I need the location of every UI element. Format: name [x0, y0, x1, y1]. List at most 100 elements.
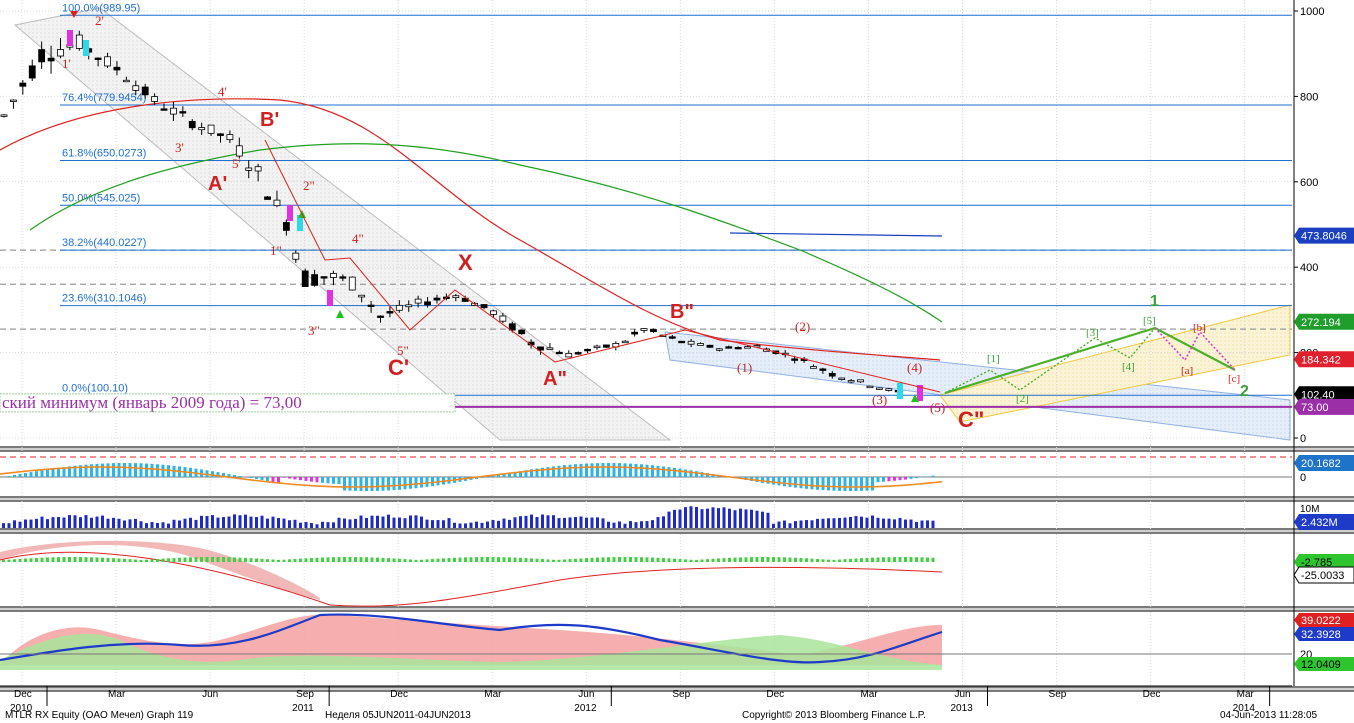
volume-bar: [601, 518, 605, 528]
oscillator-1-panel: 0 20.1682: [0, 455, 1354, 491]
dmi-badge-label: 32.3928: [1301, 629, 1341, 641]
candle-body: [57, 49, 64, 57]
volume-bar: [167, 523, 170, 528]
osc1-bar: [909, 477, 913, 479]
volume-bar: [40, 516, 44, 528]
signal-marker: [897, 383, 903, 399]
osc1-bar: [882, 477, 885, 482]
osc1-badge-label: 20.1682: [1301, 458, 1341, 470]
volume-bar: [128, 519, 132, 528]
volume-bar: [447, 518, 451, 528]
candle-body: [386, 311, 394, 314]
support-label-box: [0, 393, 456, 413]
price-badge: [1294, 227, 1354, 244]
chart-title: MTLR RX Equity (OAO Мечел) Graph 119: [5, 710, 194, 721]
osc1-bar: [348, 477, 352, 491]
volume-bar: [194, 519, 198, 528]
osc1-bar: [788, 477, 792, 487]
candle-body: [94, 57, 102, 60]
volume-bar: [909, 519, 913, 528]
osc2-bar: [865, 557, 869, 562]
osc1-bar: [84, 464, 88, 477]
time-axis: Dec 2010 Mar Jun Sep 2011 Dec Mar Jun 2012 Sep Dec M…: [0, 685, 1292, 714]
candle-body: [452, 295, 460, 299]
osc2-bar: [62, 557, 66, 562]
candle-body: [348, 276, 356, 291]
price-badge: [1294, 313, 1354, 330]
volume-bar: [821, 518, 825, 528]
osc2-bar: [854, 558, 858, 562]
candle-body: [151, 96, 159, 102]
time-label: Dec: [1143, 689, 1161, 700]
osc2-bar: [849, 558, 852, 562]
volume-bar: [772, 523, 775, 528]
candle-body: [819, 368, 827, 371]
candle-body: [857, 379, 864, 383]
osc1-bar: [519, 471, 522, 477]
osc1-bar: [612, 463, 616, 477]
osc2-bar: [469, 557, 473, 562]
osc2-bar: [458, 557, 462, 562]
timestamp: 04-Jun-2013 11:28:05: [1220, 710, 1318, 721]
volume-bar: [744, 509, 748, 528]
axis-tick-label: 1000: [1300, 6, 1324, 18]
candle-body: [198, 127, 206, 131]
osc2-bar: [535, 558, 539, 562]
osc1-bar: [502, 473, 506, 477]
candle-body: [875, 387, 883, 390]
volume-bar: [134, 518, 137, 528]
osc1-bar: [623, 463, 627, 477]
osc1-bar: [46, 469, 49, 477]
osc1-bar: [887, 477, 891, 482]
volume-bar: [112, 517, 115, 528]
osc2-bar: [832, 559, 836, 562]
osc1-bar: [480, 477, 484, 478]
fib-label: 76.4%(779.9454): [62, 92, 146, 104]
footer: MTLR RX Equity (OAO Мечел) Graph 119 Нед…: [5, 710, 1318, 721]
volume-bar: [35, 518, 38, 528]
osc1-bar: [282, 477, 286, 478]
osc1-bar: [667, 467, 671, 477]
osc2-bar: [134, 559, 137, 562]
candle-body: [282, 222, 290, 231]
volume-bar: [843, 517, 847, 528]
osc1-bar: [326, 477, 330, 484]
candle-body: [753, 345, 761, 348]
osc2-bar: [502, 557, 506, 562]
volume-bar: [519, 516, 522, 528]
volume-bar: [508, 519, 511, 528]
price-badge-label: 73.00: [1301, 402, 1329, 414]
volume-bar: [728, 508, 731, 528]
volume-bar: [882, 518, 885, 528]
volume-badge: [1294, 514, 1354, 530]
candle-body: [433, 297, 441, 301]
candle-body: [226, 134, 234, 141]
osc2-bar: [728, 557, 731, 562]
osc2-bar: [288, 559, 291, 562]
osc2-bar: [178, 557, 181, 562]
volume-bar: [689, 506, 693, 528]
volume-bar: [733, 510, 737, 528]
wave-label: 1": [270, 243, 282, 258]
candle-body: [847, 380, 855, 383]
osc1-bar: [238, 476, 242, 477]
copyright: Copyright© 2013 Bloomberg Finance L.P.: [742, 710, 926, 721]
candle-body: [358, 294, 366, 298]
osc2-bar: [365, 557, 368, 562]
osc2-bar: [271, 559, 275, 562]
price-badge-label: 102.40: [1301, 389, 1335, 401]
volume-bar: [706, 508, 709, 528]
osc1-bar: [761, 477, 764, 483]
osc2-bar: [310, 558, 313, 562]
osc1-bar: [832, 477, 836, 491]
osc2-bar: [568, 559, 572, 562]
osc2-bar: [618, 557, 621, 562]
volume-bar: [211, 515, 214, 528]
osc1-bar: [112, 463, 115, 477]
price-badge-label: 473.8046: [1301, 231, 1347, 243]
volume-bar: [645, 521, 649, 528]
osc2-bar: [24, 558, 27, 562]
volume-bar: [535, 516, 539, 528]
osc1-bar: [541, 467, 544, 477]
volume-bar: [161, 522, 165, 528]
